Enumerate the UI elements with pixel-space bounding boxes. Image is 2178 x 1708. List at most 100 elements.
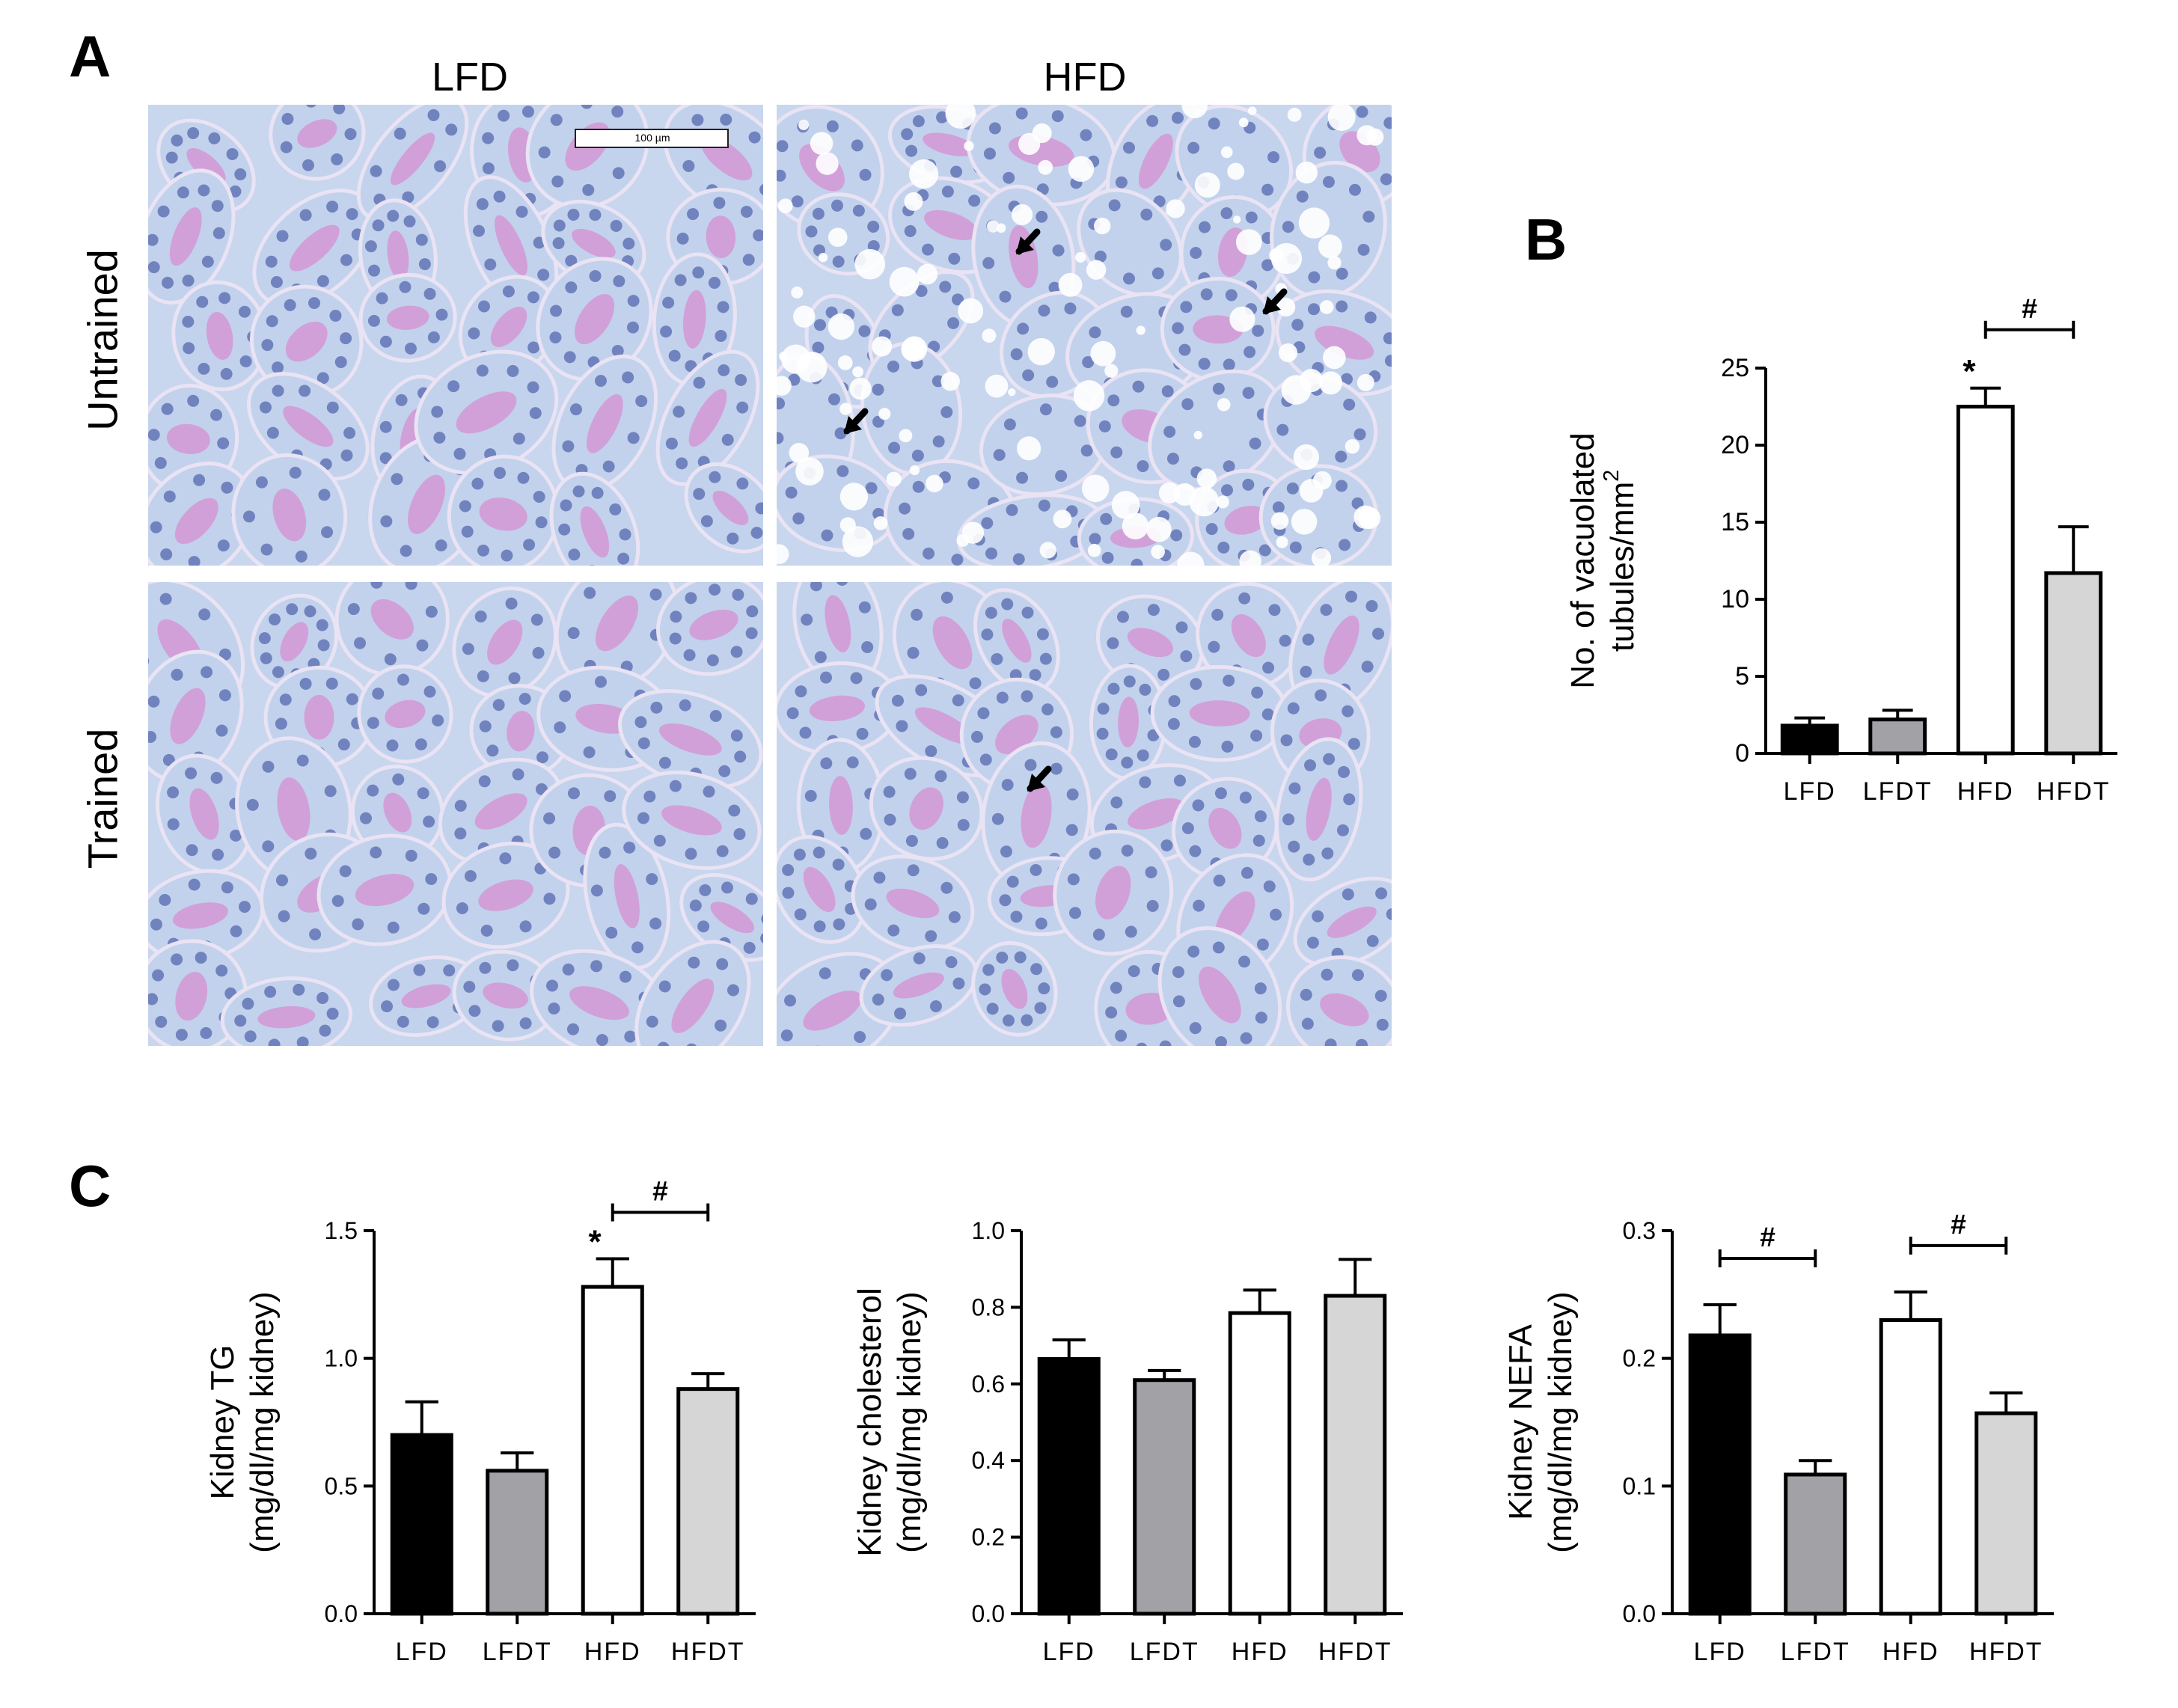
- nucleus: [1321, 847, 1334, 860]
- nucleus: [1189, 1022, 1202, 1035]
- nucleus: [1050, 762, 1062, 775]
- tubule: [549, 471, 640, 566]
- tubule: [316, 833, 453, 946]
- nucleus: [968, 195, 981, 207]
- tubule-lumen: [932, 616, 973, 670]
- nucleus: [1116, 610, 1129, 623]
- vacuole: [982, 328, 997, 343]
- nucleus: [567, 209, 580, 221]
- nucleus: [536, 751, 549, 764]
- nucleus: [996, 691, 1009, 704]
- nucleus: [299, 677, 312, 690]
- nucleus: [1190, 246, 1202, 259]
- nucleus: [1341, 373, 1353, 385]
- vacuole: [1229, 306, 1255, 332]
- nucleus: [261, 339, 274, 352]
- nucleus: [1175, 621, 1188, 634]
- nucleus: [1121, 844, 1134, 857]
- vacuole: [791, 286, 804, 299]
- nucleus: [552, 237, 565, 250]
- nucleus: [1052, 244, 1065, 257]
- vacuole: [1327, 255, 1342, 270]
- nucleus: [1366, 934, 1379, 947]
- nucleus: [891, 304, 904, 316]
- nucleus: [703, 786, 715, 798]
- nucleus: [1242, 387, 1255, 400]
- nucleus: [996, 951, 1009, 964]
- nucleus: [743, 941, 756, 954]
- nucleus: [759, 183, 763, 196]
- tubule: [536, 257, 653, 382]
- nucleus: [596, 1034, 608, 1046]
- nucleus: [884, 813, 896, 826]
- nucleus: [864, 898, 877, 910]
- tubule-lumen: [803, 866, 836, 913]
- tubule-lumen: [304, 694, 334, 740]
- nucleus: [185, 767, 198, 780]
- nucleus: [685, 848, 697, 860]
- nucleus: [293, 983, 305, 996]
- y-axis-label-line2: tubules/mm2: [1600, 470, 1641, 652]
- vacuole: [904, 192, 923, 211]
- vacuole: [1194, 172, 1220, 198]
- vacuole: [1039, 542, 1056, 559]
- nucleus: [516, 206, 528, 218]
- nucleus: [905, 834, 918, 847]
- nucleus: [631, 941, 644, 954]
- nucleus: [384, 653, 397, 666]
- nucleus: [635, 395, 648, 408]
- nucleus: [1270, 908, 1282, 921]
- nucleus: [945, 956, 958, 969]
- nucleus: [379, 420, 392, 433]
- nucleus: [715, 329, 727, 342]
- nucleus: [201, 666, 213, 679]
- y-axis-label-superscript: 2: [1600, 470, 1624, 482]
- nucleus: [379, 335, 392, 348]
- nucleus: [612, 167, 625, 180]
- vacuole: [1196, 468, 1217, 489]
- vacuole: [1293, 444, 1320, 471]
- nucleus: [425, 872, 438, 885]
- nucleus: [167, 818, 180, 830]
- nucleus: [819, 967, 831, 980]
- nucleus: [262, 760, 275, 773]
- nucleus: [434, 160, 447, 173]
- nucleus: [477, 544, 489, 557]
- y-tick-label: 15: [1721, 508, 1749, 536]
- y-tick-label: 0.0: [1623, 1600, 1656, 1627]
- nucleus: [1151, 267, 1164, 280]
- tubule: [369, 955, 484, 1037]
- tubule: [684, 462, 763, 554]
- nucleus: [753, 229, 763, 242]
- nucleus: [1376, 1018, 1389, 1031]
- nucleus: [337, 738, 350, 751]
- nucleus: [159, 593, 172, 605]
- nucleus: [234, 168, 247, 181]
- tubule: [869, 756, 984, 861]
- nucleus: [982, 257, 995, 269]
- nucleus: [814, 319, 827, 331]
- nucleus: [221, 881, 233, 894]
- nucleus: [476, 198, 489, 210]
- nucleus: [1223, 674, 1235, 687]
- nucleus: [821, 529, 833, 542]
- nucleus: [1147, 604, 1160, 616]
- bar-lfdt: [1868, 717, 1927, 756]
- nucleus: [171, 668, 183, 681]
- nucleus: [1336, 824, 1349, 836]
- tubule: [155, 753, 254, 875]
- nucleus: [468, 1005, 481, 1017]
- nucleus: [476, 364, 489, 377]
- chart-b-vacuolated-tubules: 0 5 10 15 20 25 LFD LFDT HFD HFDT No. of vacuolate…: [1564, 293, 2117, 806]
- nucleus: [709, 471, 721, 483]
- nucleus: [896, 720, 908, 732]
- nucleus: [627, 432, 640, 444]
- nucleus: [1241, 866, 1253, 879]
- nucleus: [1238, 592, 1251, 604]
- nucleus: [565, 281, 578, 294]
- tubule: [252, 189, 377, 308]
- vacuole: [945, 105, 976, 129]
- nucleus: [1343, 793, 1356, 806]
- nucleus: [1304, 759, 1317, 771]
- tubule-lumen: [1315, 325, 1374, 360]
